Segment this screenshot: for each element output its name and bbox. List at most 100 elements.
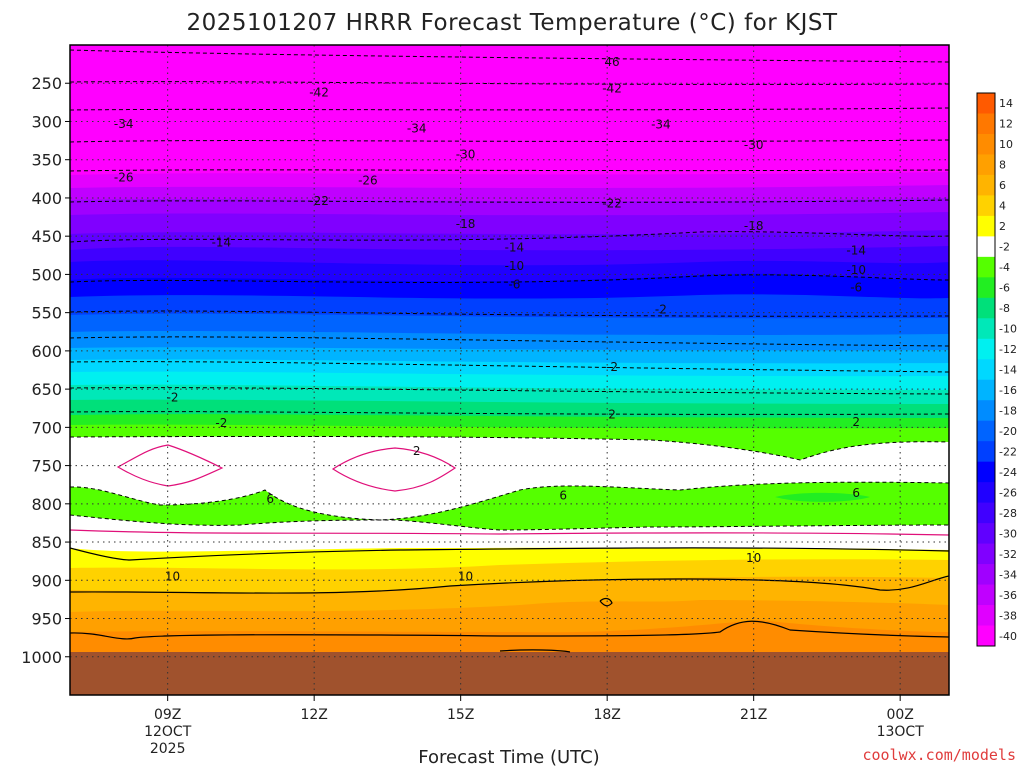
y-tick-label: 700	[31, 418, 62, 437]
x-tick-label: 09Z	[154, 707, 181, 723]
colorbar: 14 12 10 8 6 4 2 -2 -4 -6 -8 -10 -12 -14 -16 -18 -20 -22 -…	[976, 92, 1017, 647]
contour-label: -6	[508, 277, 520, 291]
colorbar-label: -26	[999, 486, 1017, 499]
colorbar-swatch	[977, 195, 995, 217]
contour-label: -18	[744, 219, 764, 233]
colorbar-label: 8	[999, 159, 1006, 172]
contour-label: -6	[850, 280, 862, 294]
colorbar-swatch	[977, 482, 995, 504]
contour-label: -14	[212, 235, 232, 249]
colorbar-label: -28	[999, 507, 1017, 520]
colorbar-swatch	[977, 133, 995, 155]
colorbar-swatch	[977, 584, 995, 606]
x-tick-label: 21Z	[740, 707, 767, 723]
colorbar-label: -2	[999, 241, 1010, 254]
colorbar-swatch	[977, 420, 995, 442]
x-tick-label: 12Z	[300, 707, 327, 723]
contour-label: -10	[846, 263, 866, 277]
colorbar-label: -14	[999, 364, 1017, 377]
colorbar-swatch	[977, 318, 995, 340]
colorbar-label: 2	[999, 220, 1006, 233]
y-tick-label: 800	[31, 495, 62, 514]
colorbar-label: -40	[999, 630, 1017, 643]
contour-label: 2	[852, 415, 860, 429]
colorbar-swatch	[977, 236, 995, 258]
contour-label: -18	[456, 217, 476, 231]
colorbar-frame	[976, 92, 996, 647]
contour-label: 10	[458, 569, 473, 583]
colorbar-swatch	[977, 174, 995, 196]
x-axis-label: Forecast Time (UTC)	[418, 747, 599, 768]
colorbar-label: -8	[999, 302, 1010, 315]
y-tick-label: 500	[31, 265, 62, 284]
contour-label: -42	[309, 85, 329, 99]
y-tick-label: 550	[31, 304, 62, 323]
contour-label: -34	[407, 121, 427, 135]
colorbar-swatch	[977, 113, 995, 135]
y-tick-label: 300	[31, 112, 62, 131]
chart-title: 2025101207 HRRR Forecast Temperature (°C…	[186, 10, 838, 36]
x-tick-label: 13OCT	[877, 724, 925, 740]
contour-label: 10	[746, 551, 761, 565]
colorbar-swatch	[977, 461, 995, 483]
colorbar-swatch	[977, 502, 995, 524]
colorbar-swatch	[977, 543, 995, 565]
contour-label: 46	[604, 55, 619, 69]
colorbar-label: -18	[999, 404, 1017, 417]
colorbar-label: 12	[999, 118, 1013, 131]
x-tick-label: 12OCT	[144, 724, 192, 740]
x-tick-label: 00Z	[886, 707, 913, 723]
colorbar-label: 10	[999, 138, 1013, 151]
y-tick-label: 950	[31, 610, 62, 629]
colorbar-swatch	[977, 154, 995, 176]
contour-label: 2	[413, 444, 421, 458]
contour-label: -2	[606, 360, 618, 374]
isotherms-dashed	[70, 49, 949, 531]
y-tick-label: 350	[31, 151, 62, 170]
colorbar-label: -24	[999, 466, 1017, 479]
contour-labels: 46-42 -42-34 -34 -34-30-30-26 -26-22 -22-18 -1…	[114, 55, 866, 584]
temperature-bands	[70, 45, 949, 695]
colorbar-swatch	[977, 625, 995, 647]
y-tick-label: 450	[31, 227, 62, 246]
y-tick-label: 850	[31, 533, 62, 552]
y-tick-label: 250	[31, 74, 62, 93]
contour-label: -30	[744, 138, 764, 152]
band-green-pocket	[775, 492, 870, 502]
contour-label: -2	[215, 416, 227, 430]
colorbar-label: -16	[999, 384, 1017, 397]
colorbar-label: -34	[999, 568, 1017, 581]
y-tick-label: 1000	[21, 648, 62, 667]
y-axis-ticks: 250 300 350 400 450 500 550 600 650 700 750 800 850 9…	[21, 74, 70, 667]
colorbar-swatch	[977, 215, 995, 237]
y-tick-label: 600	[31, 342, 62, 361]
grid	[70, 45, 949, 695]
colorbar-label: 6	[999, 179, 1006, 192]
colorbar-label: -36	[999, 589, 1017, 602]
freezing-contours	[70, 444, 949, 536]
contour-label: -2	[655, 303, 667, 317]
colorbar-label: -30	[999, 527, 1017, 540]
colorbar-swatch	[977, 297, 995, 319]
contour-label: -42	[602, 82, 622, 96]
contour-label: -30	[456, 147, 476, 161]
colorbar-swatch	[977, 605, 995, 627]
colorbar-label: -6	[999, 282, 1010, 295]
contour-label: 2	[608, 407, 616, 421]
y-tick-label: 650	[31, 380, 62, 399]
contour-label: -14	[846, 244, 866, 258]
colorbar-swatch	[977, 523, 995, 545]
colorbar-label: -4	[999, 261, 1010, 274]
contour-label: -2	[167, 391, 179, 405]
contour-label: -34	[651, 118, 671, 132]
contour-label: -26	[114, 170, 134, 184]
colorbar-swatch	[977, 379, 995, 401]
contour-label: 10	[165, 569, 180, 583]
colorbar-swatch	[977, 93, 995, 114]
colorbar-label: -10	[999, 323, 1017, 336]
colorbar-label: 14	[999, 97, 1013, 110]
contour-label: -14	[505, 241, 525, 255]
x-tick-label: 18Z	[593, 707, 620, 723]
x-tick-label: 15Z	[447, 707, 474, 723]
